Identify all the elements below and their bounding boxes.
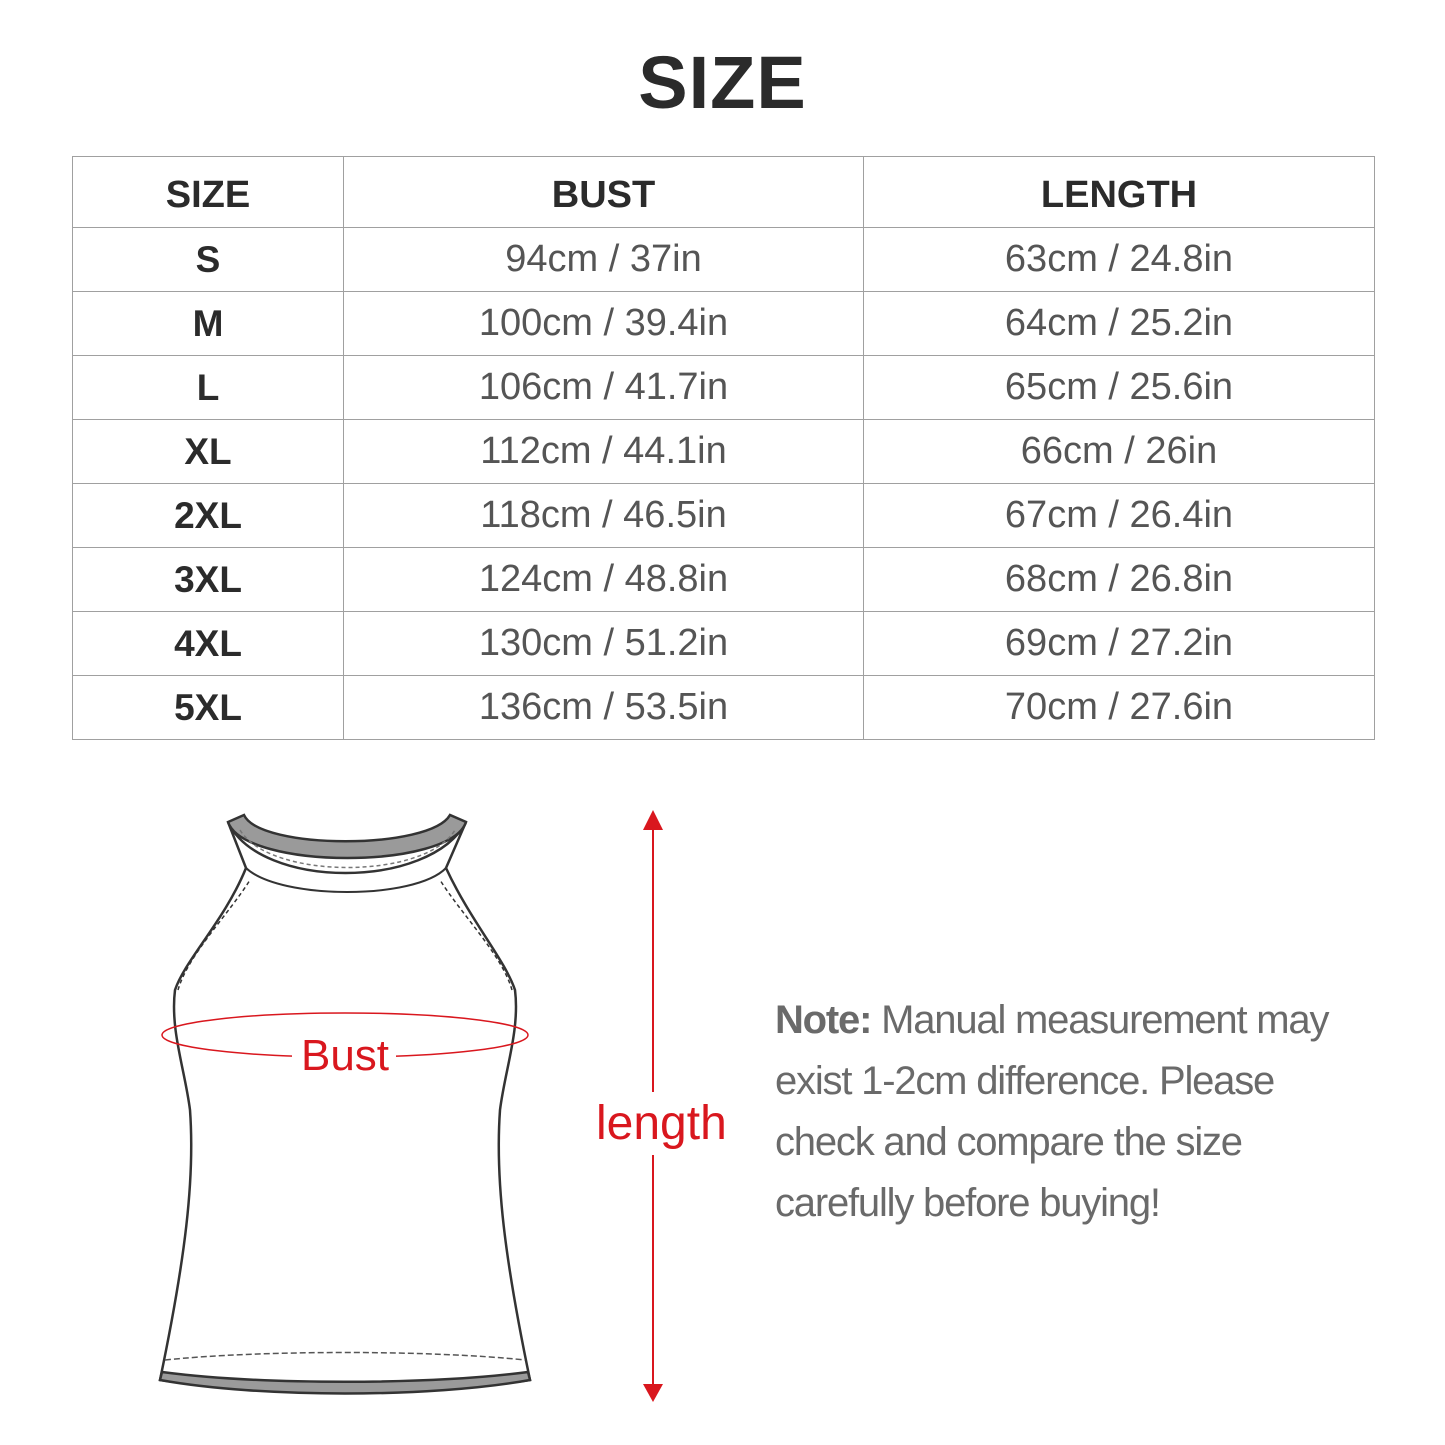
length-cell: 63cm / 24.8in [863, 227, 1375, 292]
table-row: L 106cm / 41.7in 65cm / 25.6in [72, 355, 1375, 420]
bust-label: Bust [301, 1031, 389, 1080]
bust-cell: 112cm / 44.1in [343, 419, 864, 484]
bust-cell: 136cm / 53.5in [343, 675, 864, 740]
column-header-length: LENGTH [863, 156, 1375, 228]
bust-cell: 130cm / 51.2in [343, 611, 864, 676]
length-cell: 67cm / 26.4in [863, 483, 1375, 548]
bust-cell: 100cm / 39.4in [343, 291, 864, 356]
size-cell: XL [72, 419, 344, 484]
size-cell: L [72, 355, 344, 420]
bust-cell: 106cm / 41.7in [343, 355, 864, 420]
table-row: M 100cm / 39.4in 64cm / 25.2in [72, 291, 1375, 356]
note-text: Note: Manual measurement may exist 1-2cm… [775, 990, 1375, 1234]
page-title: SIZE [638, 41, 807, 124]
size-cell: 4XL [72, 611, 344, 676]
table-row: 4XL 130cm / 51.2in 69cm / 27.2in [72, 611, 1375, 676]
table-row: 5XL 136cm / 53.5in 70cm / 27.6in [72, 675, 1375, 740]
table-row: 2XL 118cm / 46.5in 67cm / 26.4in [72, 483, 1375, 548]
table-row: S 94cm / 37in 63cm / 24.8in [72, 227, 1375, 292]
size-table: SIZE BUST LENGTH S 94cm / 37in 63cm / 24.8in… [72, 156, 1375, 740]
bust-cell: 124cm / 48.8in [343, 547, 864, 612]
length-cell: 66cm / 26in [863, 419, 1375, 484]
length-cell: 70cm / 27.6in [863, 675, 1375, 740]
table-row: XL 112cm / 44.1in 66cm / 26in [72, 419, 1375, 484]
note-body: Manual measurement may exist 1-2cm diffe… [775, 998, 1329, 1225]
length-label: length [596, 1092, 727, 1155]
column-header-size: SIZE [72, 156, 344, 228]
size-cell: M [72, 291, 344, 356]
size-cell: S [72, 227, 344, 292]
table-row: 3XL 124cm / 48.8in 68cm / 26.8in [72, 547, 1375, 612]
length-cell: 69cm / 27.2in [863, 611, 1375, 676]
length-cell: 64cm / 25.2in [863, 291, 1375, 356]
note-label: Note: [775, 998, 872, 1042]
size-cell: 5XL [72, 675, 344, 740]
tank-top-illustration [158, 813, 532, 1395]
size-cell: 3XL [72, 547, 344, 612]
size-cell: 2XL [72, 483, 344, 548]
length-cell: 65cm / 25.6in [863, 355, 1375, 420]
length-cell: 68cm / 26.8in [863, 547, 1375, 612]
bust-cell: 94cm / 37in [343, 227, 864, 292]
